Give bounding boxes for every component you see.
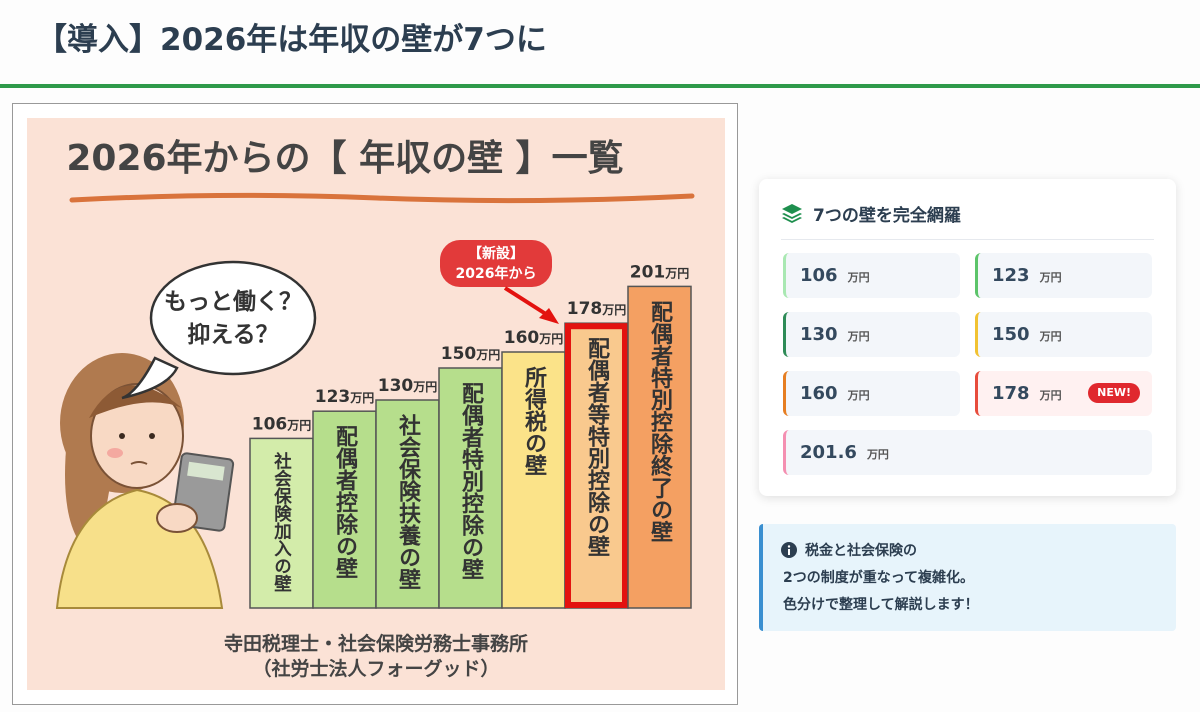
bars: 106万円社会保険加入の壁123万円配偶者控除の壁130万円社会保険扶養の壁15… <box>249 262 692 609</box>
bar-value: 130 <box>378 376 414 396</box>
bar-value-label: 178万円 <box>567 299 627 319</box>
info-text: 色分けで整理して解説します！ <box>783 597 979 613</box>
wall-value: 106 <box>800 265 838 286</box>
bar-value-label: 150万円 <box>441 344 501 364</box>
title-underline <box>69 192 695 204</box>
bar-value-label: 160万円 <box>504 328 564 348</box>
wall-unit: 万円 <box>1039 271 1062 284</box>
bar-value-label: 123万円 <box>315 387 375 407</box>
wall-unit: 万円 <box>866 448 889 461</box>
callout-text: 2026年から <box>456 265 537 282</box>
bar-value: 160 <box>504 328 540 348</box>
wall-item: 178 万円 NEW! <box>975 371 1152 416</box>
callout-text: 【新設】 <box>468 245 524 262</box>
bar-value: 150 <box>441 344 477 364</box>
bar-unit: 万円 <box>538 332 563 346</box>
wall-unit: 万円 <box>847 271 870 284</box>
wall-item: 130 万円 <box>783 312 960 357</box>
infographic: 2026年からの【 年収の壁 】一覧 もっと働く？ 抑える？ 【新設】 2026… <box>27 118 725 690</box>
bar-value-label: 130万円 <box>378 376 438 396</box>
wall-unit: 万円 <box>847 330 870 343</box>
card-title: 7つの壁を完全網羅 <box>813 206 961 226</box>
bar <box>438 367 503 609</box>
wall-item: 106 万円 <box>783 253 960 298</box>
bar-value-label: 106万円 <box>252 414 312 434</box>
bar-unit: 万円 <box>475 348 500 362</box>
bar-value: 178 <box>567 299 603 319</box>
bar <box>501 351 566 609</box>
bar <box>375 399 440 609</box>
bar <box>249 437 314 609</box>
wall-value: 123 <box>992 265 1030 286</box>
bar <box>627 285 692 609</box>
wall-item: 150 万円 <box>975 312 1152 357</box>
bar <box>564 322 629 609</box>
bar-value: 106 <box>252 414 288 434</box>
bar-label: 社会保険加入の壁 <box>272 452 293 592</box>
speech-tail <box>121 356 179 400</box>
info-box: 税金と社会保険の 2つの制度が重なって複雑化。 色分けで整理して解説します！ <box>759 524 1176 631</box>
bar-value-label: 201万円 <box>630 262 690 282</box>
summary-card: 7つの壁を完全網羅 106 万円 123 万円 130 万円 150 万円 160 万円 178 万円… <box>759 179 1176 496</box>
bar-label: 配偶者等特別控除の壁 <box>584 337 611 557</box>
wall-value: 178 <box>992 383 1030 404</box>
wall-unit: 万円 <box>1039 330 1062 343</box>
page-title: 【導入】2026年は年収の壁が7つに <box>36 22 547 58</box>
callout-badge <box>440 240 552 287</box>
wall-item: 201.6 万円 <box>783 430 1152 475</box>
wall-value: 130 <box>800 324 838 345</box>
bar-label: 配偶者控除の壁 <box>332 425 359 579</box>
bar-label: 所得税の壁 <box>521 366 548 476</box>
infographic-title: 2026年からの【 年収の壁 】一覧 <box>66 138 623 179</box>
divider <box>0 84 1200 88</box>
speech-text: もっと働く？ <box>164 289 302 315</box>
callout-arrow <box>503 286 551 318</box>
bar-unit: 万円 <box>601 303 626 317</box>
info-icon <box>781 542 797 558</box>
bar-highlight <box>565 323 628 608</box>
wall-item: 123 万円 <box>975 253 1152 298</box>
wall-value: 150 <box>992 324 1030 345</box>
wall-unit: 万円 <box>847 389 870 402</box>
footer-text: （社労士法人フォーグッド） <box>252 657 499 680</box>
separator <box>781 239 1154 240</box>
wall-item: 160 万円 <box>783 371 960 416</box>
bar-value: 123 <box>315 387 351 407</box>
bar-unit: 万円 <box>349 391 374 405</box>
person-illustration <box>55 353 235 609</box>
bar <box>312 410 377 609</box>
wall-unit: 万円 <box>1039 389 1062 402</box>
wall-value: 160 <box>800 383 838 404</box>
bar-unit: 万円 <box>412 380 437 394</box>
bar-label: 社会保険扶養の壁 <box>395 413 422 590</box>
bar-unit: 万円 <box>664 266 689 280</box>
new-badge: NEW! <box>1088 383 1140 403</box>
info-text: 2つの制度が重なって複雑化。 <box>783 570 975 586</box>
bar-label: 配偶者特別控除の壁 <box>458 382 485 580</box>
info-text: 税金と社会保険の <box>805 543 917 559</box>
layers-icon <box>782 204 802 223</box>
bar-unit: 万円 <box>286 418 311 432</box>
speech-bubble <box>149 260 317 376</box>
footer-text: 寺田税理士・社会保険労務士事務所 <box>224 632 528 655</box>
wall-value: 201.6 <box>800 442 857 463</box>
bar-value: 201 <box>630 262 666 282</box>
bar-label: 配偶者特別控除終了の壁 <box>647 300 674 542</box>
speech-text: 抑える？ <box>187 322 278 348</box>
callout-arrowhead <box>539 308 559 324</box>
